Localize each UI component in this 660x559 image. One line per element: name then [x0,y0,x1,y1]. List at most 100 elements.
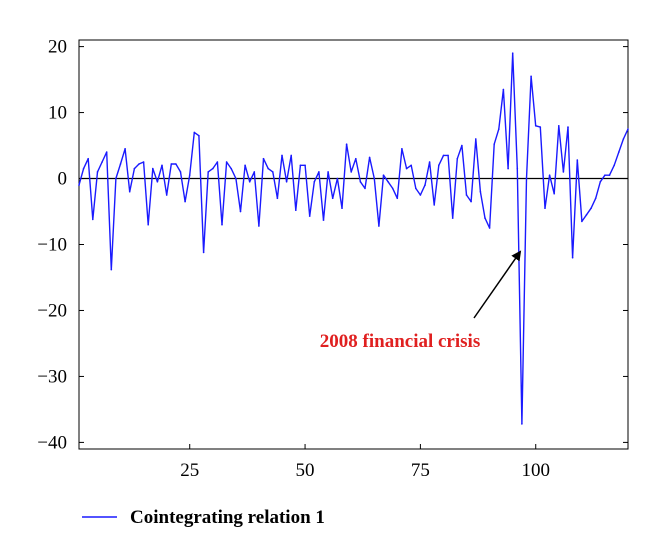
data-point [498,128,500,130]
data-point [152,167,154,170]
y-axis: 20 10 0 −10 −20 −30 −40 [37,37,628,453]
data-point [161,164,163,167]
data-point [618,151,620,153]
data-point [258,225,260,227]
data-point [410,164,413,167]
data-point [119,163,122,165]
data-point [488,227,491,229]
data-point [285,181,288,183]
annotation-2008-financial-crisis: 2008 financial crisis [320,250,522,352]
data-point [470,200,472,203]
data-point [216,161,219,163]
data-point [239,210,242,213]
data-point [438,164,440,167]
data-point [105,151,108,153]
data-point [571,256,574,259]
y-tick-label: 0 [58,169,68,190]
data-point [447,154,449,157]
data-point [456,157,459,160]
data-point [341,207,343,209]
data-point [345,143,348,145]
data-point [336,177,339,180]
data-point [202,251,205,254]
y-tick-label: 10 [48,103,67,124]
data-point [484,217,486,219]
data-point [115,177,117,180]
data-point [212,167,214,170]
data-point [147,223,149,226]
data-point [295,209,297,211]
data-point [627,128,629,130]
data-point [548,174,551,176]
data-point [355,157,357,160]
legend-label: Cointegrating relation 1 [130,507,325,528]
annotation-arrow [473,250,522,319]
y-tick-label: −20 [37,300,67,321]
data-point [165,194,168,196]
data-point [567,126,569,128]
data-point [188,174,191,176]
data-point [304,164,306,167]
data-point [585,214,588,216]
data-point [138,163,140,165]
plot-frame [78,39,629,450]
data-point [613,164,615,167]
data-point [604,174,606,176]
data-point [267,167,270,170]
data-point [553,192,555,195]
data-point [599,181,602,183]
x-axis: 25 50 75 100 [180,444,550,481]
data-point [253,171,256,173]
data-point [516,167,519,170]
data-point [493,143,496,145]
data-point [387,181,389,183]
x-tick-label: 75 [411,460,430,481]
data-point [622,138,625,140]
data-point [101,161,103,163]
data-point [576,159,579,161]
data-point [313,181,316,183]
y-tick-label: 20 [48,37,67,58]
data-point [184,200,186,203]
data-point [82,167,85,170]
data-point [558,125,560,127]
data-point [368,156,371,159]
data-point [230,167,232,170]
data-point [521,423,523,425]
data-point [198,134,200,137]
data-point [175,163,177,165]
data-point [373,177,376,180]
data-point [511,52,514,54]
data-point [318,171,320,173]
y-tick-label: −30 [37,366,67,387]
data-point [262,157,265,160]
data-point [124,148,126,150]
data-point [133,167,136,170]
data-point [92,218,94,221]
data-point [235,177,237,180]
data-point [276,197,279,200]
data-point [415,187,417,190]
data-point [479,190,482,193]
data-point [322,219,325,221]
data-point [451,217,454,219]
data-point [78,184,80,186]
data-point [419,194,422,196]
data-point [562,171,565,173]
data-point [225,161,228,163]
data-point [244,164,246,167]
data-point [359,181,362,183]
data-point [544,207,546,209]
data-point [507,167,509,170]
data-point [248,181,251,183]
data-point [475,138,477,140]
data-point [156,181,159,183]
data-point [424,184,426,186]
annotation-label: 2008 financial crisis [320,331,480,352]
data-point [128,190,131,193]
data-point [207,171,209,173]
series-line-cointegrating-relation-1 [78,52,629,425]
data-point [87,157,89,160]
data-point [364,187,366,190]
data-point [179,171,182,173]
